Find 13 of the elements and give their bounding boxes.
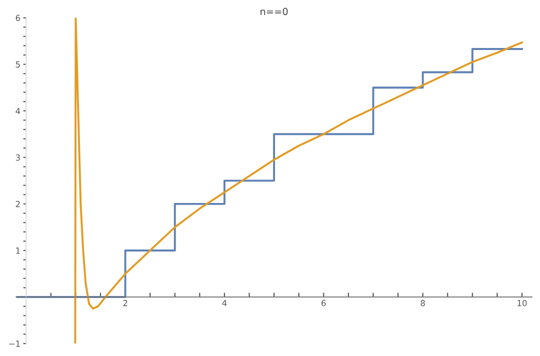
y-tick-label: 5 [16, 61, 20, 68]
y-tick-label: 6 [16, 14, 20, 22]
y-tick-label: 2 [16, 200, 20, 208]
x-tick-label: 8 [420, 300, 425, 306]
y-tick-label: 1 [16, 248, 20, 254]
y-tick-label: 3 [16, 154, 20, 161]
y-tick-label: −1 [9, 340, 20, 347]
y-tick-label: 4 [16, 108, 20, 114]
chart-title: n==0 [260, 8, 288, 16]
x-tick-label: 2 [123, 300, 128, 306]
x-tick-label: 6 [322, 300, 326, 306]
x-tick-label: 4 [222, 300, 227, 306]
x-tick-label: 10 [518, 300, 527, 306]
